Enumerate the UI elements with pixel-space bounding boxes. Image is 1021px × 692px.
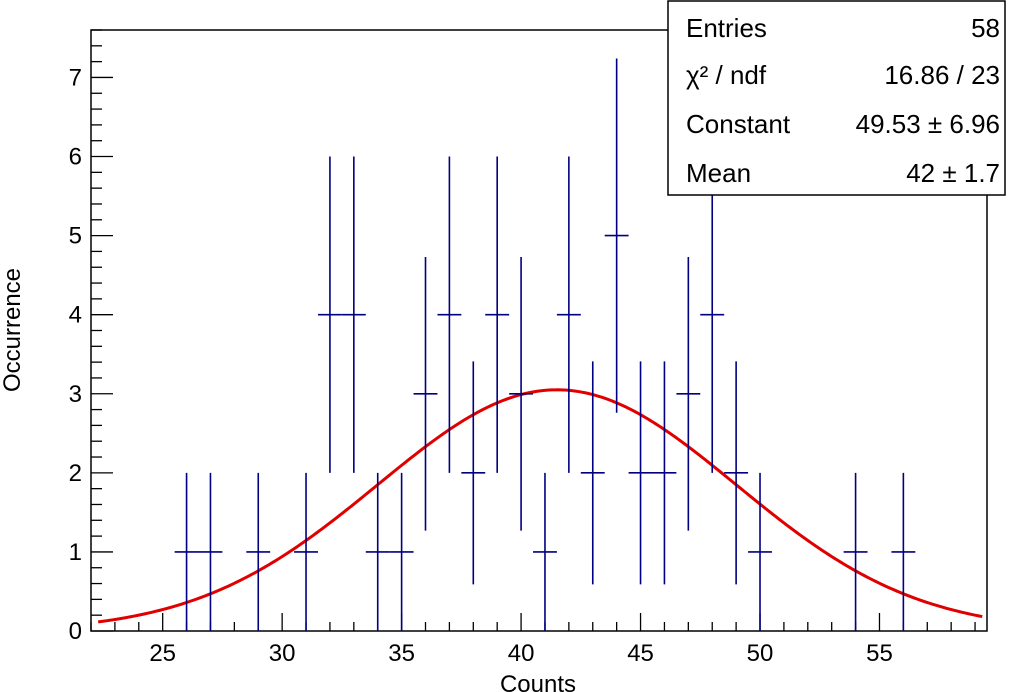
gaussian-fit: [97, 388, 983, 624]
data-point: [437, 156, 462, 473]
data-point: [700, 156, 725, 473]
data-point: [174, 472, 199, 631]
y-axis-label: Occurrence: [0, 268, 26, 392]
y-tick-label: 1: [69, 539, 82, 566]
x-tick-label: 30: [269, 640, 296, 667]
y-tick-label: 3: [69, 381, 82, 408]
data-point: [628, 361, 653, 585]
data-point: [341, 156, 366, 473]
y-tick-label: 2: [69, 460, 82, 487]
data-point: [748, 472, 772, 631]
x-tick-label: 50: [747, 640, 774, 667]
stats-constant-label: Constant: [686, 109, 791, 139]
data-point: [580, 361, 605, 585]
data-points: [174, 58, 916, 631]
stats-entries-label: Entries: [686, 13, 767, 43]
x-tick-label: 40: [508, 640, 535, 667]
data-point: [891, 472, 916, 631]
y-tick-label: 6: [69, 144, 82, 171]
x-tick-label: 35: [388, 640, 415, 667]
data-point: [556, 156, 581, 473]
x-tick-label: 55: [866, 640, 893, 667]
y-tick-label: 4: [69, 302, 82, 329]
y-tick-label: 5: [69, 223, 82, 250]
y-tick-label: 7: [69, 64, 82, 91]
data-point: [485, 156, 510, 473]
stats-box-frame: [667, 0, 1006, 196]
data-point: [413, 256, 438, 531]
data-point: [294, 472, 318, 631]
stats-mean-label: Mean: [686, 158, 751, 188]
data-point: [676, 256, 701, 531]
data-point: [533, 472, 557, 631]
stats-box: Entries 58 χ² / ndf 16.86 / 23 Constant …: [667, 0, 1006, 196]
data-point: [461, 361, 486, 585]
stats-entries-value: 58: [971, 13, 1000, 43]
data-point: [652, 361, 677, 585]
stats-chi2-label: χ² / ndf: [686, 60, 767, 90]
data-point: [843, 472, 868, 631]
y-tick-label: 0: [69, 618, 82, 645]
stats-chi2-value: 16.86 / 23: [884, 60, 1000, 90]
x-tick-label: 25: [149, 640, 176, 667]
data-point: [365, 472, 390, 631]
data-point: [604, 58, 629, 413]
stats-mean-value: 42 ± 1.7: [906, 158, 1000, 188]
stats-constant-value: 49.53 ± 6.96: [856, 109, 1000, 139]
x-axis-label: Counts: [500, 671, 576, 692]
data-point: [198, 472, 223, 631]
data-point: [724, 361, 749, 585]
data-point: [246, 472, 271, 631]
fit-curve: [97, 388, 983, 624]
data-point: [389, 472, 414, 631]
data-point: [317, 156, 342, 473]
x-tick-label: 45: [627, 640, 654, 667]
data-point: [509, 256, 534, 531]
